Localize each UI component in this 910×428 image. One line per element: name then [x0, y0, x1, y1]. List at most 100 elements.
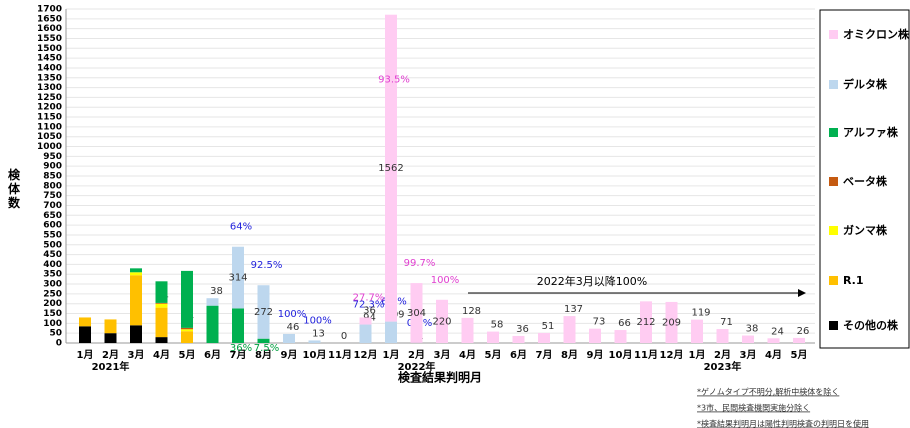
bar-segment — [155, 337, 168, 343]
bar-segment — [181, 331, 193, 343]
value-label: 38 — [210, 286, 223, 297]
y-tick-label: 700 — [43, 201, 62, 211]
x-tick-label: 6月 — [204, 349, 221, 361]
y-tick-label: 1400 — [37, 63, 62, 73]
y-tick-label: 550 — [43, 230, 62, 240]
x-tick-label: 4月 — [459, 349, 476, 361]
bar-segment — [716, 329, 729, 343]
year-label: 2022年 — [398, 360, 436, 373]
x-tick-label: 3月 — [128, 349, 145, 361]
y-axis-title: 検体数 — [8, 167, 21, 210]
value-label: 36 — [516, 324, 529, 335]
percent-label: 92.5% — [251, 260, 283, 271]
bar-segment — [206, 298, 219, 306]
y-tick-label: 1200 — [37, 103, 62, 113]
value-label: 24 — [771, 326, 784, 337]
value-label: 58 — [491, 320, 504, 331]
bar-segment — [461, 317, 474, 343]
bar-segment — [130, 272, 142, 276]
legend-label: デルタ株 — [843, 77, 888, 91]
legend-label: ベータ株 — [843, 174, 888, 188]
bar-segment — [206, 305, 219, 343]
y-tick-label: 350 — [43, 270, 62, 280]
bar-segment — [308, 340, 321, 343]
x-tick-label: 8月 — [255, 349, 272, 361]
bar-segment — [155, 281, 168, 303]
y-tick-label: 450 — [43, 250, 62, 260]
y-tick-label: 200 — [43, 299, 62, 309]
footnote: *検査結果判明月は陽性判明検査の判明日を使用 — [697, 419, 869, 428]
y-tick-label: 850 — [43, 172, 62, 182]
percent-label: 100% — [278, 309, 307, 320]
value-label: 36 — [363, 305, 376, 316]
x-tick-label: 5月 — [179, 349, 196, 361]
y-tick-label: 1050 — [37, 132, 62, 142]
legend-label: オミクロン株 — [843, 27, 910, 41]
bar-segment — [232, 246, 244, 309]
y-tick-label: 1250 — [37, 93, 62, 103]
legend-label: アルファ株 — [843, 125, 899, 139]
bar-segment — [130, 325, 142, 343]
x-tick-label: 10月 — [609, 349, 633, 361]
x-tick-label: 2月 — [408, 349, 425, 361]
bar-segment — [181, 270, 193, 328]
bar-segment — [155, 307, 168, 338]
y-tick-label: 50 — [49, 329, 62, 339]
bar-segment — [614, 330, 627, 343]
y-tick-label: 1650 — [37, 14, 62, 24]
bar-segment — [767, 338, 780, 343]
percent-label: 99.7% — [404, 258, 436, 269]
percent-label: 27.7% — [353, 292, 385, 303]
year-label: 2023年 — [704, 360, 742, 373]
x-tick-label: 6月 — [510, 349, 527, 361]
x-tick-label: 10月 — [303, 349, 327, 361]
value-label: 304 — [407, 308, 426, 319]
bar-segment — [538, 332, 550, 343]
value-label: 128 — [462, 306, 481, 317]
percent-label: 64% — [230, 222, 252, 233]
bar-segment — [563, 316, 576, 343]
x-tick-label: 1月 — [689, 349, 706, 361]
x-tick-label: 11月 — [328, 349, 352, 361]
y-tick-label: 950 — [43, 152, 62, 162]
bar-segment — [130, 268, 142, 273]
bar-segment — [359, 324, 372, 343]
x-tick-label: 5月 — [791, 349, 808, 361]
y-tick-label: 600 — [43, 221, 62, 231]
y-tick-label: 500 — [43, 240, 62, 250]
y-tick-label: 1500 — [37, 44, 62, 54]
value-label: 26 — [797, 326, 810, 337]
x-tick-label: 3月 — [740, 349, 757, 361]
value-label: 212 — [636, 317, 655, 328]
x-tick-label: 12月 — [660, 349, 684, 361]
value-label: 46 — [287, 322, 300, 333]
y-tick-label: 1150 — [37, 113, 62, 123]
x-tick-label: 9月 — [281, 349, 298, 361]
x-tick-label: 7月 — [536, 349, 553, 361]
bar-segment — [665, 301, 678, 343]
x-axis-title: 検査結果判明月 — [398, 370, 482, 385]
bar-segment — [385, 321, 397, 343]
y-tick-label: 800 — [43, 181, 62, 191]
y-tick-label: 1100 — [37, 122, 62, 132]
legend-swatch — [829, 226, 838, 235]
footnote: *3市、民間検査機関実施分除く — [697, 403, 810, 413]
y-tick-label: 1450 — [37, 54, 62, 64]
value-label: 119 — [691, 308, 710, 319]
x-tick-label: 2月 — [102, 349, 119, 361]
x-tick-label: 9月 — [587, 349, 604, 361]
bar-segment — [436, 299, 448, 343]
legend-swatch — [829, 276, 838, 285]
bar-segment — [79, 326, 91, 343]
bar-segment — [257, 338, 270, 343]
x-tick-label: 5月 — [485, 349, 502, 361]
legend-label: ガンマ株 — [843, 223, 888, 237]
bar-segment — [640, 301, 652, 343]
bar-segment — [742, 335, 754, 343]
legend-swatch — [829, 321, 838, 330]
value-label: 137 — [564, 304, 583, 315]
percent-label: 100% — [431, 275, 460, 286]
value-label: 51 — [542, 321, 555, 332]
legend-swatch — [829, 177, 838, 186]
